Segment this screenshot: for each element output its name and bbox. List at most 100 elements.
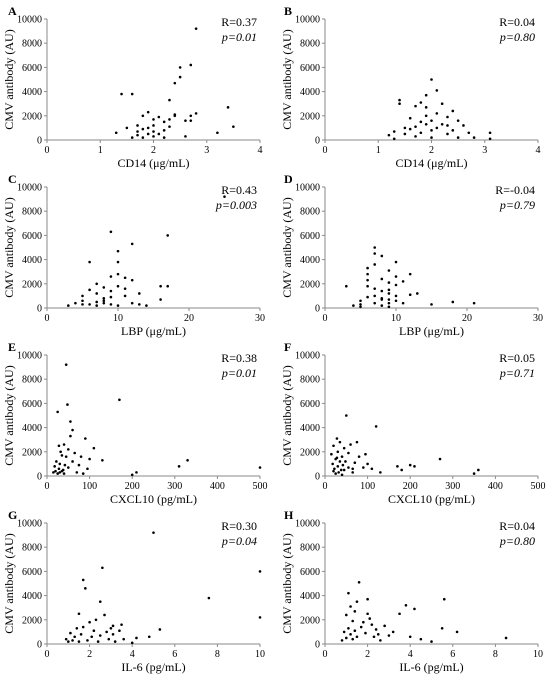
data-point — [366, 284, 369, 288]
data-point — [75, 471, 79, 474]
x-tick-label: 2 — [429, 145, 434, 156]
stat-p: p=0.71 — [499, 366, 535, 380]
data-point — [455, 630, 459, 634]
data-point — [424, 106, 428, 109]
data-point — [118, 398, 121, 402]
data-point — [135, 636, 138, 640]
data-point — [408, 463, 412, 467]
data-point — [370, 623, 374, 626]
data-point — [400, 468, 403, 472]
data-point — [67, 466, 70, 469]
stat-p: p=0.003 — [215, 198, 257, 212]
x-tick-label: 8 — [493, 649, 498, 660]
data-point — [109, 230, 113, 234]
data-point — [116, 249, 120, 253]
data-point — [345, 613, 348, 617]
scatter-panel: H 0 2000 4000 6000 8000 10000 0 2 4 6 8 10 IL-6 (pg/m… — [280, 508, 543, 674]
x-tick-label: 4 — [408, 649, 413, 660]
y-tick-label: 4000 — [22, 423, 42, 434]
data-point — [440, 626, 444, 630]
data-point — [374, 425, 378, 428]
y-axis-title: CMV antibody (AU) — [280, 29, 294, 129]
data-point — [130, 136, 134, 139]
data-point — [62, 472, 66, 475]
data-point — [364, 452, 367, 456]
panel-letter: E — [8, 340, 16, 354]
data-point — [413, 607, 416, 611]
data-point — [95, 282, 98, 286]
y-axis-title: CMV antibody (AU) — [280, 533, 294, 633]
data-point — [355, 635, 359, 639]
data-point — [162, 129, 166, 132]
y-tick-label: 2000 — [22, 615, 42, 626]
data-point — [353, 461, 357, 464]
data-point — [63, 463, 67, 467]
y-tick-label: 8000 — [300, 375, 320, 386]
data-point — [446, 124, 449, 127]
y-tick-label: 4000 — [22, 591, 42, 602]
data-point — [456, 119, 460, 122]
y-tick-label: 2000 — [22, 279, 42, 290]
panel-letter: F — [284, 340, 291, 354]
data-point — [56, 472, 59, 475]
data-point — [74, 301, 77, 305]
data-point — [451, 109, 455, 113]
x-tick-label: 4 — [258, 145, 263, 156]
data-point — [258, 466, 262, 469]
y-tick-label: 10000 — [295, 15, 320, 26]
data-point — [342, 446, 346, 450]
data-point — [373, 246, 377, 249]
data-point — [168, 118, 171, 121]
stat-p: p=0.01 — [221, 30, 257, 44]
data-point — [374, 628, 378, 631]
x-tick-label: 8 — [215, 649, 220, 660]
data-point — [355, 600, 359, 603]
data-point — [398, 98, 401, 102]
data-point — [81, 578, 85, 582]
panel-letter: H — [284, 508, 294, 522]
data-point — [77, 640, 81, 643]
data-point — [92, 446, 96, 450]
data-point — [130, 242, 134, 246]
data-point — [335, 437, 339, 440]
data-point — [451, 129, 455, 132]
data-point — [79, 633, 83, 636]
data-point — [152, 135, 155, 138]
data-point — [488, 131, 492, 135]
x-tick-label: 4 — [130, 649, 135, 660]
data-point — [398, 612, 401, 616]
data-point — [359, 299, 362, 303]
data-point — [146, 110, 150, 114]
data-point — [373, 301, 377, 305]
data-point — [366, 295, 369, 299]
x-tick-label: 1 — [98, 145, 103, 156]
data-point — [331, 462, 334, 466]
data-point — [88, 260, 91, 264]
data-point — [387, 133, 391, 137]
data-point — [102, 297, 106, 300]
data-point — [135, 471, 138, 474]
data-point — [86, 467, 89, 471]
data-point — [194, 27, 198, 30]
stat-r: R=-0.04 — [495, 183, 535, 197]
data-point — [391, 630, 395, 634]
y-tick-label: 8000 — [22, 207, 42, 218]
y-tick-label: 0 — [37, 472, 42, 483]
data-point — [398, 102, 401, 105]
data-point — [88, 620, 91, 624]
data-point — [424, 93, 428, 97]
data-point — [387, 269, 391, 272]
data-point — [88, 457, 91, 461]
data-point — [430, 129, 433, 132]
data-point — [394, 299, 398, 303]
data-point — [446, 132, 449, 136]
data-point — [355, 440, 359, 444]
x-tick-label: 20 — [184, 313, 194, 324]
data-point — [359, 303, 362, 306]
data-point — [379, 639, 382, 642]
stat-r: R=0.04 — [499, 519, 535, 533]
data-point — [102, 301, 106, 305]
data-point — [392, 130, 396, 133]
x-tick-label: 300 — [167, 481, 182, 492]
data-point — [84, 587, 87, 590]
